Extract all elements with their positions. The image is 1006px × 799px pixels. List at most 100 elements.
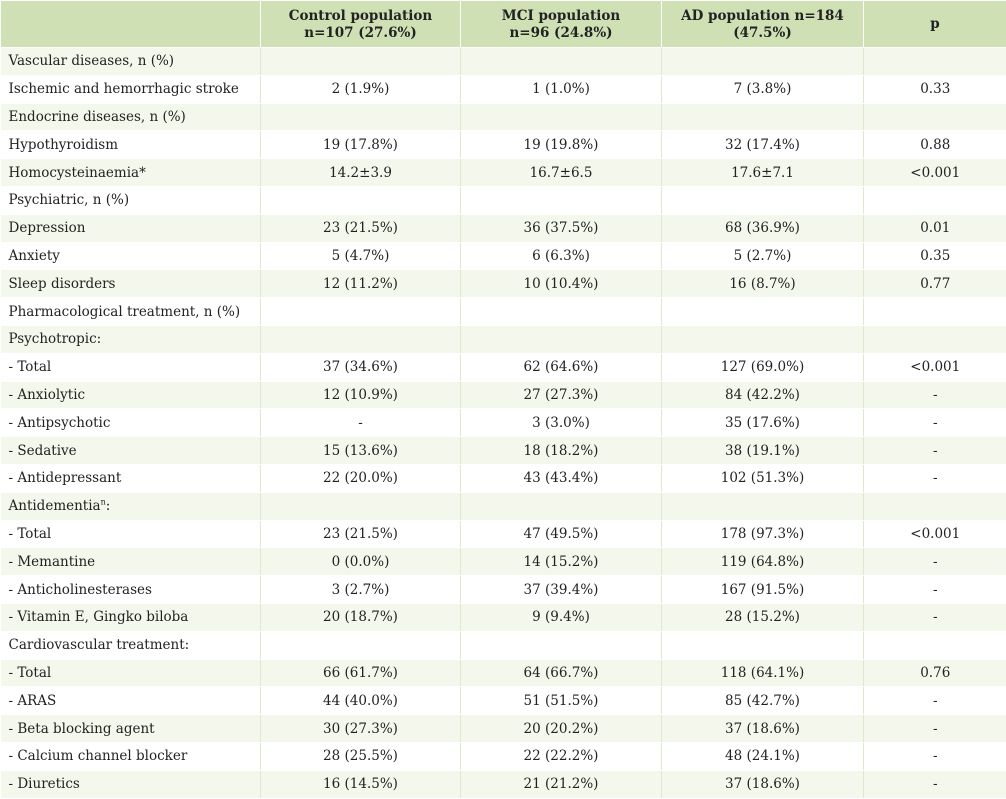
empty-cell [460, 297, 662, 326]
control-value: 19 (17.8%) [260, 130, 461, 160]
table-row: - Anxiolytic 12 (10.9%) 27 (27.3%) 84 (42.2… [0, 380, 1006, 410]
row-label: Hypothyroidism [0, 130, 261, 160]
empty-cell [661, 491, 864, 521]
table-row: - Antipsychotic -3 (3.0%) 35 (17.6%) - [0, 408, 1006, 438]
header-mci-n: n=96 (24.8%) [509, 24, 613, 41]
row-label: - Antidepressant [0, 463, 261, 493]
empty-cell [863, 47, 1006, 76]
table-header: Control population n=107 (27.6%) MCI pop… [0, 0, 1006, 48]
ad-value: 37 (18.6%) [661, 714, 864, 743]
mci-value: 47 (49.5%) [460, 519, 662, 549]
ad-value: 68 (36.9%) [661, 213, 864, 243]
ad-value: 28 (15.2%) [661, 602, 864, 632]
p-value: 0.77 [863, 269, 1006, 299]
empty-cell [863, 630, 1006, 660]
p-value: <0.001 [863, 519, 1006, 549]
row-label: Homocysteinaemia* [0, 158, 261, 187]
table-row: - Vitamin E, Gingko biloba 20 (18.7%) 9 (9… [0, 602, 1006, 632]
section-label: Vascular diseases, n (%) [0, 47, 261, 76]
empty-cell [460, 102, 662, 132]
row-label: Anxiety [0, 241, 261, 271]
mci-value: 43 (43.4%) [460, 463, 662, 493]
section-label-text: Pharmacological treatment, n (%) [8, 303, 241, 320]
section-label: Pharmacological treatment, n (%) [0, 297, 261, 326]
mci-value: 64 (66.7%) [460, 658, 662, 688]
row-label: Sleep disorders [0, 269, 261, 299]
empty-cell [460, 630, 662, 660]
p-value: - [863, 575, 1006, 604]
ad-value: 127 (69.0%) [661, 352, 864, 382]
table-row: - Diuretics 16 (14.5%) 21 (21.2%) 37 (18.6%… [0, 769, 1006, 799]
table-row: Homocysteinaemia* 14.2±3.9 16.7±6.5 17.6±7.… [0, 158, 1006, 187]
empty-cell [260, 491, 461, 521]
row-label: - Total [0, 352, 261, 382]
section-label-text: Psychiatric, n (%) [8, 192, 130, 209]
table-row: - Calcium channel blocker 28 (25.5%) 22 (2… [0, 741, 1006, 771]
header-ad-title: AD population n=184 [681, 7, 844, 24]
control-value: 66 (61.7%) [260, 658, 461, 688]
ad-value: 17.6±7.1 [661, 158, 864, 187]
row-label: - Memantine [0, 547, 261, 577]
table-body: Vascular diseases, n (%) Ischemic and hem… [0, 47, 1006, 799]
row-label: - Vitamin E, Gingko biloba [0, 602, 261, 632]
ad-value: 102 (51.3%) [661, 463, 864, 493]
empty-cell [661, 324, 864, 354]
section-label: Antidementian: [0, 491, 261, 521]
ad-value: 32 (17.4%) [661, 130, 864, 160]
empty-cell [260, 185, 461, 215]
empty-cell [863, 297, 1006, 326]
mci-value: 19 (19.8%) [460, 130, 662, 160]
section-label-text: Cardiovascular treatment: [8, 637, 190, 654]
empty-cell [260, 297, 461, 326]
control-value: 44 (40.0%) [260, 686, 461, 716]
p-value: - [863, 741, 1006, 771]
mci-value: 62 (64.6%) [460, 352, 662, 382]
control-value: 2 (1.9%) [260, 74, 461, 104]
p-value: - [863, 769, 1006, 799]
mci-value: 22 (22.2%) [460, 741, 662, 771]
control-value: 5 (4.7%) [260, 241, 461, 271]
table-row: Ischemic and hemorrhagic stroke 2 (1.9%) 1… [0, 74, 1006, 104]
section-row: Cardiovascular treatment: [0, 630, 1006, 660]
empty-cell [260, 47, 461, 76]
empty-cell [863, 185, 1006, 215]
ad-value: 119 (64.8%) [661, 547, 864, 577]
section-label-text: Psychotropic: [8, 331, 102, 348]
footnote-marker: n [100, 497, 106, 507]
row-label: - Anxiolytic [0, 380, 261, 410]
empty-cell [863, 324, 1006, 354]
header-control-n: n=107 (27.6%) [304, 24, 417, 41]
p-value: - [863, 602, 1006, 632]
p-value: 0.76 [863, 658, 1006, 688]
table-row: - Antidepressant 22 (20.0%) 43 (43.4%) 102 … [0, 463, 1006, 493]
header-control: Control population n=107 (27.6%) [260, 0, 461, 48]
table-row: - Memantine 0 (0.0%) 14 (15.2%) 119 (64.8%)… [0, 547, 1006, 577]
section-row: Psychotropic: [0, 324, 1006, 354]
control-value: 28 (25.5%) [260, 741, 461, 771]
section-label: Psychotropic: [0, 324, 261, 354]
ad-value: 167 (91.5%) [661, 575, 864, 604]
ad-value: 178 (97.3%) [661, 519, 864, 549]
row-label: - Total [0, 658, 261, 688]
header-p: p [863, 0, 1006, 48]
section-row: Vascular diseases, n (%) [0, 47, 1006, 76]
section-row: Pharmacological treatment, n (%) [0, 297, 1006, 326]
section-row: Psychiatric, n (%) [0, 185, 1006, 215]
header-mci: MCI population n=96 (24.8%) [460, 0, 662, 48]
table-row: - Total 66 (61.7%) 64 (66.7%) 118 (64.1%) 0.… [0, 658, 1006, 688]
mci-value: 10 (10.4%) [460, 269, 662, 299]
table-row: - Beta blocking agent 30 (27.3%) 20 (20.2%… [0, 714, 1006, 743]
empty-cell [460, 324, 662, 354]
row-label: - Beta blocking agent [0, 714, 261, 743]
p-value: <0.001 [863, 158, 1006, 187]
row-label: Depression [0, 213, 261, 243]
empty-cell [260, 630, 461, 660]
table-row: Sleep disorders 12 (11.2%) 10 (10.4%) 16 (8… [0, 269, 1006, 299]
empty-cell [460, 185, 662, 215]
mci-value: 37 (39.4%) [460, 575, 662, 604]
ad-value: 5 (2.7%) [661, 241, 864, 271]
control-value: 12 (10.9%) [260, 380, 461, 410]
p-value: - [863, 380, 1006, 410]
p-value: - [863, 547, 1006, 577]
mci-value: 36 (37.5%) [460, 213, 662, 243]
